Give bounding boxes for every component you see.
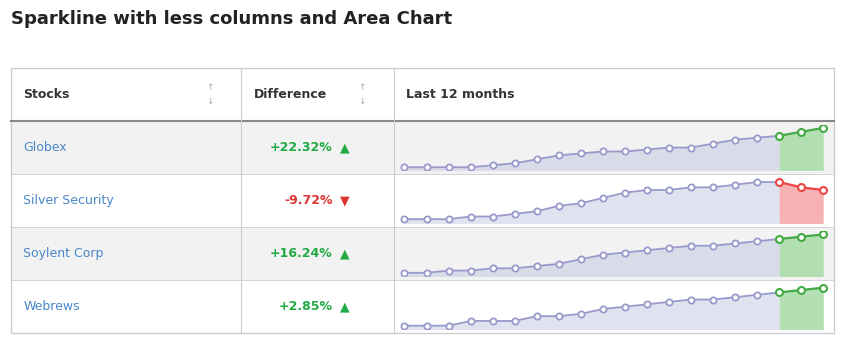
Text: ↑: ↑ xyxy=(358,83,365,92)
Text: Difference: Difference xyxy=(253,88,327,101)
Text: -9.72%: -9.72% xyxy=(284,194,333,207)
Bar xyxy=(11,68,833,121)
Text: +16.24%: +16.24% xyxy=(270,247,333,260)
Text: ↓: ↓ xyxy=(358,97,365,106)
Text: ▲: ▲ xyxy=(340,300,349,313)
Bar xyxy=(11,227,833,280)
Text: ▲: ▲ xyxy=(340,247,349,260)
Text: Webrews: Webrews xyxy=(24,300,80,313)
Text: ↓: ↓ xyxy=(206,97,214,106)
Text: Globex: Globex xyxy=(24,141,67,154)
Bar xyxy=(11,280,833,333)
Text: ▼: ▼ xyxy=(340,194,349,207)
Text: Silver Security: Silver Security xyxy=(24,194,114,207)
Bar xyxy=(11,121,833,174)
Text: Sparkline with less columns and Area Chart: Sparkline with less columns and Area Cha… xyxy=(11,10,452,28)
Bar xyxy=(11,174,833,227)
Text: ↑: ↑ xyxy=(206,83,214,92)
Text: +22.32%: +22.32% xyxy=(270,141,333,154)
Text: +2.85%: +2.85% xyxy=(279,300,333,313)
Text: ▲: ▲ xyxy=(340,141,349,154)
Text: Last 12 months: Last 12 months xyxy=(406,88,514,101)
Text: Soylent Corp: Soylent Corp xyxy=(24,247,104,260)
Text: Stocks: Stocks xyxy=(24,88,69,101)
